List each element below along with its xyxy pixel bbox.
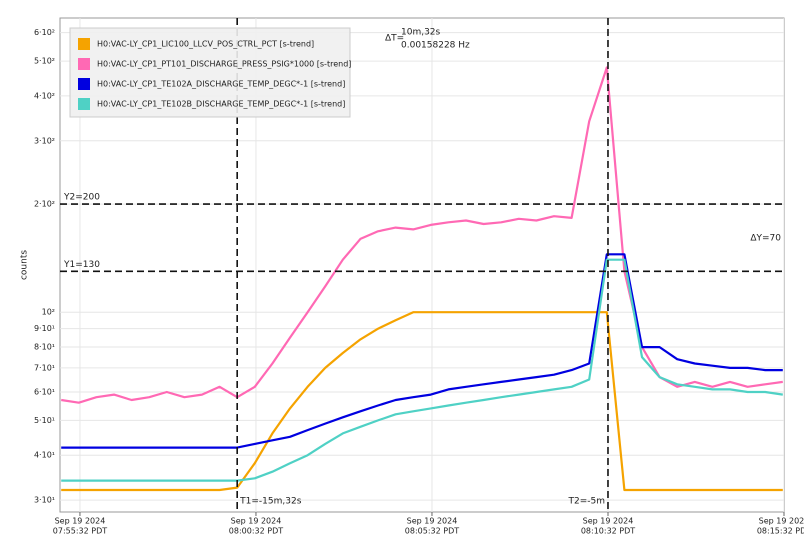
x-tick-label: Sep 19 2024 (55, 517, 106, 526)
plot-layer (60, 18, 784, 512)
y-tick-label: 3·10¹ (34, 496, 55, 505)
x-tick-label: 08:00:32 PDT (229, 527, 283, 536)
x-tick-label: Sep 19 2024 (231, 517, 282, 526)
delta-t-prefix: ΔT= (385, 34, 404, 44)
legend: H0:VAC-LY_CP1_LIC100_LLCV_POS_CTRL_PCT [… (69, 27, 351, 118)
x-cursor-label: T1=-15m,32s (239, 497, 302, 507)
legend-label: H0:VAC-LY_CP1_PT101_DISCHARGE_PRESS_PSIG… (97, 60, 351, 69)
x-tick-label: 08:15:32 PDT (757, 527, 804, 536)
x-tick-label: Sep 19 2024 (583, 517, 634, 526)
y-tick-label: 4·10¹ (34, 451, 55, 460)
series-line (61, 311, 783, 492)
delta-y: ΔY=70 (750, 234, 781, 244)
series-line (61, 253, 783, 449)
x-tick-label: Sep 19 2024 (407, 517, 458, 526)
series-line (61, 258, 783, 482)
x-tick-label: Sep 19 2024 (759, 517, 804, 526)
legend-label: H0:VAC-LY_CP1_LIC100_LLCV_POS_CTRL_PCT [… (97, 40, 314, 49)
y-tick-label: 5·10² (34, 57, 55, 66)
y-tick-label: 6·10² (34, 28, 55, 37)
y-tick-label: 7·10¹ (34, 363, 55, 372)
y-cursor-label: Y2=200 (63, 193, 100, 203)
x-tick-label: 08:10:32 PDT (581, 527, 635, 536)
legend-label: H0:VAC-LY_CP1_TE102B_DISCHARGE_TEMP_DEGC… (97, 100, 345, 109)
legend-swatch (78, 78, 90, 90)
y-tick-label: 10² (42, 308, 55, 317)
delta-t-frequency: 0.00158228 Hz (401, 41, 470, 51)
legend-swatch (78, 98, 90, 110)
y-axis-label: counts (20, 250, 30, 280)
y-tick-label: 4·10² (34, 91, 55, 100)
legend-swatch (78, 58, 90, 70)
y-tick-label: 8·10¹ (34, 343, 55, 352)
y-tick-label: 3·10² (34, 136, 55, 145)
y-tick-label: 6·10¹ (34, 387, 55, 396)
x-tick-label: 08:05:32 PDT (405, 527, 459, 536)
legend-swatch (78, 38, 90, 50)
y-tick-label: 2·10² (34, 200, 55, 209)
y-tick-label: 9·10¹ (34, 324, 55, 333)
delta-t-duration: 10m,32s (401, 28, 441, 38)
x-tick-label: 07:55:32 PDT (53, 527, 107, 536)
legend-box (69, 27, 351, 118)
y-tick-label: 5·10¹ (34, 416, 55, 425)
y-cursor-label: Y1=130 (63, 260, 100, 270)
legend-label: H0:VAC-LY_CP1_TE102A_DISCHARGE_TEMP_DEGC… (97, 80, 345, 89)
x-cursor-label: T2=-5m (567, 497, 605, 507)
